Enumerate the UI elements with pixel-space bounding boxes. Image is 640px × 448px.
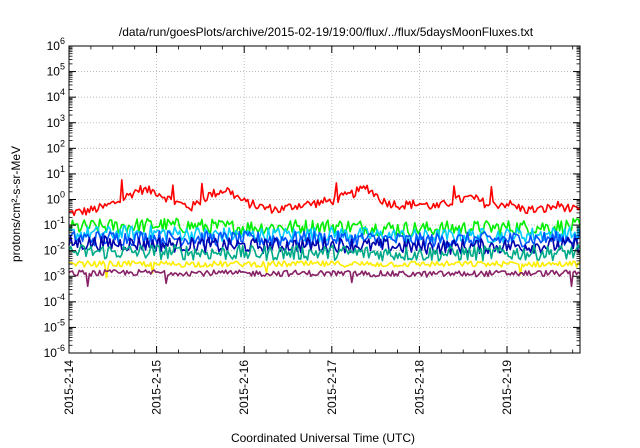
x-tick-label: 2015-2-16 (237, 360, 251, 415)
series-line (68, 179, 581, 217)
series-line (68, 235, 581, 255)
x-tick-label: 2015-2-17 (325, 360, 339, 415)
y-tick-label: 100 (47, 190, 65, 207)
y-tick-label: 106 (47, 36, 65, 53)
y-tick-label: 103 (47, 113, 65, 130)
x-axis-label: Coordinated Universal Time (UTC) (231, 431, 415, 445)
series-group (68, 179, 581, 288)
series-line (68, 269, 581, 288)
x-tick-label: 2015-2-15 (150, 360, 164, 415)
chart-title: /data/run/goesPlots/archive/2015-02-19/1… (119, 25, 534, 39)
series-line (69, 260, 581, 279)
y-tick-label: 104 (47, 87, 65, 104)
x-ticks: 2015-2-14 2015-2-15 2015-2-16 2015-2-17 2015… (62, 46, 574, 415)
y-tick-label: 105 (47, 62, 65, 79)
y-tick-label: 10-4 (44, 292, 65, 309)
series-line (68, 230, 581, 249)
y-tick-label: 10-1 (44, 215, 65, 232)
series-line (68, 244, 581, 262)
x-tick-label: 2015-2-18 (412, 360, 426, 415)
y-tick-label: 10-5 (44, 317, 65, 334)
y-axis-label: protons/cm²-s-sr-MeV (9, 146, 23, 262)
x-tick-label: 2015-2-14 (62, 360, 76, 415)
y-tick-label: 10-6 (44, 343, 65, 360)
y-tick-label: 10-2 (44, 241, 65, 258)
y-tick-label: 102 (47, 138, 65, 155)
y-tick-label: 10-3 (44, 266, 65, 283)
x-tick-label: 2015-2-19 (500, 360, 514, 415)
y-tick-label: 101 (47, 164, 65, 181)
series-line (68, 217, 581, 237)
